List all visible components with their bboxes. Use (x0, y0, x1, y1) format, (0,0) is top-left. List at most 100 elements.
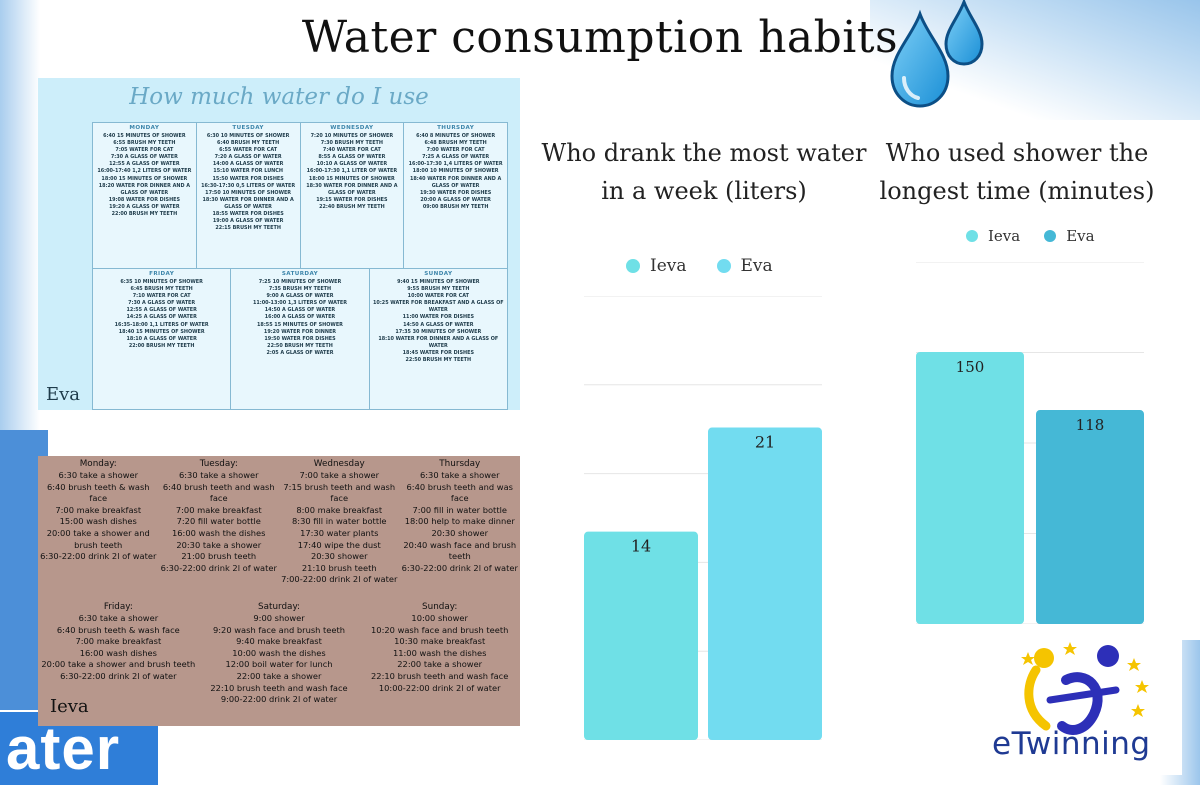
eva-day-name: WEDNESDAY (330, 125, 374, 131)
eva-schedule-entry: 12:55 A GLASS OF WATER (126, 307, 197, 314)
ieva-schedule-entry: 8:00 make breakfast (296, 504, 383, 515)
eva-row-weekdays: MONDAY 6:40 15 MINUTES OF SHOWER 6:55 BRUS… (92, 122, 508, 268)
ieva-day-name: Wednesday (313, 459, 365, 469)
eva-schedule-entry: 18:55 WATER FOR DISHES (212, 211, 284, 218)
ieva-schedule-entry: 20:30 take a shower (176, 539, 262, 550)
eva-schedule-entry: 18:00 10 MINUTES OF SHOWER (412, 168, 499, 175)
eva-schedule-panel: How much water do I use MONDAY 6:40 15 MI… (38, 78, 520, 410)
ieva-day-name: Monday: (79, 459, 117, 469)
eva-schedule-entry: 19:20 A GLASS OF WATER (109, 203, 180, 210)
eva-schedule-entry: 22:00 BRUSH MY TEETH (111, 211, 178, 218)
eva-schedule-entry: 17:35 30 MINUTES OF SHOWER (395, 328, 482, 335)
eva-schedule-entry: 16:00-17:40 1,2 LITERS OF WATER (97, 168, 192, 175)
eva-day-saturday: SATURDAY 7:25 10 MINUTES OF SHOWER 7:35 BR… (231, 268, 370, 410)
eva-schedule-entry: 18:00 15 MINUTES OF SHOWER (308, 175, 395, 182)
ieva-schedule-entry: 20:30 shower (431, 527, 488, 538)
eva-day-name: TUESDAY (232, 125, 264, 131)
ieva-schedule-entry: 12:00 boil water for lunch (225, 659, 333, 670)
ieva-schedule-entry: 9:00 shower (253, 613, 305, 623)
ieva-schedule-entry: 10:00 wash the dishes (232, 647, 326, 658)
ieva-schedule-entry: 6:30-22:00 drink 2l of water (160, 562, 277, 573)
ieva-schedule-entry: 11:00 wash the dishes (392, 647, 487, 658)
ieva-day-name: Sunday: (422, 602, 458, 612)
ieva-schedule-entry: 9:00-22:00 drink 2l of water (220, 694, 338, 705)
eva-schedule-entry: 18:20 WATER FOR DINNER AND A GLASS OF WA… (98, 182, 190, 196)
eva-schedule-entry: 6:40 8 MINUTES OF SHOWER (416, 133, 496, 139)
eva-schedule-entry: 14:50 A GLASS OF WATER (264, 307, 336, 314)
legend-label-ieva: Ieva (650, 256, 687, 276)
water-splash-left (0, 0, 40, 430)
ieva-schedule-entry: 6:30 take a shower (419, 470, 500, 480)
ieva-schedule-entry: 7:00 make breakfast (75, 636, 162, 647)
chart-water-plot: 14 21 (584, 296, 822, 740)
eva-day-friday: FRIDAY 6:35 10 MINUTES OF SHOWER 6:45 BRUS… (92, 268, 232, 410)
ieva-schedule-entry: 6:30-22:00 drink 2l of water (60, 670, 177, 681)
ieva-schedule-entry: 7:00-22:00 drink 2l of water (281, 574, 398, 585)
bar-ieva (584, 531, 698, 740)
eva-schedule-entry: 22:40 BRUSH MY TEETH (319, 203, 385, 210)
etwinning-logo (966, 630, 1182, 775)
eva-day-name: MONDAY (129, 125, 160, 131)
legend-dot-eva (716, 259, 731, 273)
eva-schedule-entry: 22:15 BRUSH MY TEETH (215, 225, 281, 232)
eva-schedule-entry: 16:30-17:30 0,5 LITERS OF WATER (201, 182, 296, 189)
eva-schedule-entry: 7:20 A GLASS OF WATER (214, 154, 282, 161)
eva-schedule-entry: 19:30 WATER FOR DISHES (419, 189, 492, 196)
ieva-day-tuesday: Tuesday: 6:30 take a shower 6:40 brush tee… (159, 458, 280, 586)
eva-schedule-entry: 11:00-13:00 1,3 LITERS OF WATER (252, 300, 348, 307)
ieva-schedule-entry: 22:00 take a shower (397, 659, 483, 670)
eva-schedule-heading: How much water do I use (129, 84, 429, 110)
eva-schedule-entry: 6:40 BRUSH MY TEETH (217, 140, 280, 147)
bar-eva (1036, 410, 1144, 624)
eva-schedule-entry: 9:00 A GLASS OF WATER (266, 293, 334, 300)
bar-value-label: 118 (1076, 416, 1105, 434)
eva-schedule-entry: 16:35-18:00 1,1 LITERS OF WATER (114, 321, 209, 328)
ieva-day-name: Friday: (103, 602, 133, 612)
etwinning-logo-text: eTwinning (992, 726, 1151, 762)
eva-schedule-entry: 10:25 WATER FOR BREAKFAST AND A GLASS OF… (373, 300, 504, 314)
eva-schedule-entry: 18:30 WATER FOR DINNER AND A GLASS OF WA… (202, 196, 294, 210)
eva-schedule-entry: 7:30 BRUSH MY TEETH (320, 140, 383, 147)
eva-schedule-entry: 12:55 A GLASS OF WATER (109, 161, 180, 168)
ieva-schedule-entry: 22:00 take a shower (236, 670, 322, 681)
eva-day-monday: MONDAY 6:40 15 MINUTES OF SHOWER 6:55 BRUS… (92, 122, 197, 268)
legend-item-eva-shower: Eva (1044, 227, 1095, 245)
eva-day-thursday: THURSDAY 6:40 8 MINUTES OF SHOWER 6:48 BRU… (404, 122, 508, 268)
eva-day-name: SUNDAY (424, 271, 453, 277)
ieva-schedule-entry: 7:00 make breakfast (55, 504, 142, 515)
legend-item-eva: Eva (716, 256, 773, 276)
eva-day-name: FRIDAY (149, 271, 175, 277)
ieva-schedule-entry: 20:00 take a shower and brush teeth (46, 527, 150, 550)
ieva-schedule-entry: 6:30-22:00 drink 2l of water (40, 551, 157, 562)
legend-label-eva-shower: Eva (1066, 227, 1095, 245)
eva-schedule-entry: 22:00 BRUSH MY TEETH (128, 342, 195, 349)
ieva-schedule-entry: 7:00 fill in water bottle (412, 504, 507, 515)
eva-schedule-entry: 18:00 15 MINUTES OF SHOWER (101, 175, 188, 182)
eva-schedule-entry: 7:25 A GLASS OF WATER (422, 154, 490, 161)
eva-row-weekend: FRIDAY 6:35 10 MINUTES OF SHOWER 6:45 BRUS… (92, 268, 508, 410)
ieva-schedule-entry: 6:30 take a shower (178, 470, 259, 480)
ieva-schedule-entry: 22:10 brush teeth and wash face (371, 670, 509, 681)
ieva-day-name: Tuesday: (199, 459, 238, 469)
eva-schedule-entry: 09:00 BRUSH MY TEETH (422, 203, 489, 210)
ieva-day-name: Saturday: (258, 602, 300, 612)
ieva-row-weekdays: Monday: 6:30 take a shower 6:40 brush teet… (38, 458, 520, 586)
ieva-schedule-entry: 9:20 wash face and brush teeth (212, 624, 346, 635)
eva-schedule-entry: 19:15 WATER FOR DISHES (316, 196, 388, 203)
ieva-day-monday: Monday: 6:30 take a shower 6:40 brush teet… (38, 458, 159, 586)
ieva-schedule-entry: 15:00 wash dishes (59, 516, 137, 527)
ieva-schedule-entry: 17:30 water plants (300, 527, 379, 538)
eva-schedule-entry: 22:50 BRUSH MY TEETH (405, 357, 472, 364)
ieva-schedule-entry: 10:30 make breakfast (394, 636, 486, 647)
eva-schedule-entry: 7:05 WATER FOR CAT (115, 147, 174, 154)
eva-schedule-entry: 10:10 A GLASS OF WATER (316, 161, 388, 168)
legend-item-ieva: Ieva (626, 256, 687, 276)
legend-label-eva: Eva (740, 256, 773, 276)
eva-schedule-entry: 10:00 WATER FOR CAT (407, 293, 469, 300)
ieva-schedule-entry: 7:15 brush teeth and wash face (283, 481, 396, 504)
bar-ieva (916, 352, 1024, 624)
eva-schedule-entry: 2:05 A GLASS OF WATER (266, 349, 334, 356)
eva-schedule-entry: 22:50 BRUSH MY TEETH (267, 342, 333, 349)
ieva-schedule-entry: 16:00 wash dishes (79, 647, 157, 658)
ieva-day-friday: Friday: 6:30 take a shower 6:40 brush teet… (38, 601, 199, 706)
